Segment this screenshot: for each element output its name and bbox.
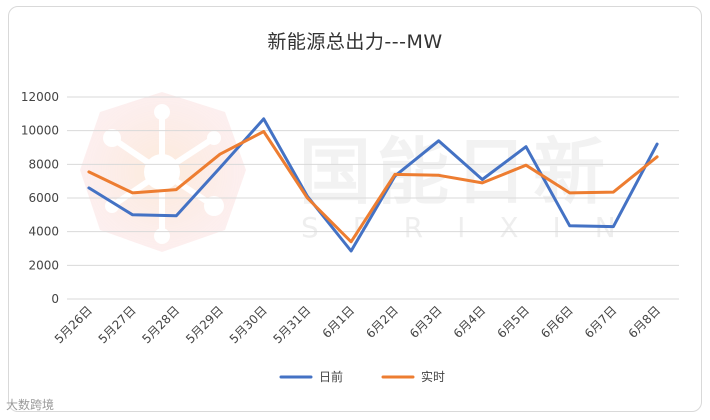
watermark-logo [80,92,246,252]
data-point [87,170,91,174]
data-point [393,173,397,176]
data-point [655,155,659,158]
data-point [87,186,91,190]
x-tick-label: 6月6日 [538,303,576,341]
x-tick-label: 6月1日 [320,303,358,341]
chart-title: 新能源总出力---MW [267,31,443,53]
x-tick-label: 6月4日 [451,303,489,341]
series-line-1 [87,130,659,244]
data-point [655,142,659,146]
x-tick-label: 5月30日 [227,303,270,346]
data-point [437,174,440,177]
x-tick-label: 6月2日 [363,303,401,341]
x-tick-label: 5月28日 [139,303,182,346]
data-point [306,196,309,200]
y-tick-label: 2000 [28,258,59,272]
data-point [437,139,440,142]
data-point [262,117,265,121]
y-tick-label: 10000 [21,124,59,138]
y-tick-label: 8000 [28,157,59,171]
y-tick-label: 4000 [28,225,59,239]
data-point [612,190,615,194]
data-point [524,163,528,167]
data-point [131,191,134,195]
data-point [568,224,571,227]
data-point [218,153,222,156]
data-point [481,178,484,181]
legend-label: 日前 [319,369,343,384]
source-watermark: 大数跨境 [6,398,55,412]
data-point [175,214,178,217]
data-point [262,130,265,133]
x-tick-label: 6月7日 [582,303,620,341]
data-point [218,166,222,169]
x-tick-label: 5月29日 [183,303,226,346]
x-tick-label: 5月26日 [52,303,95,346]
y-tick-label: 0 [51,292,59,306]
data-point [175,188,178,191]
y-tick-label: 6000 [28,191,59,205]
y-tick-label: 12000 [21,90,59,104]
series-line-0 [87,117,659,253]
data-point [131,213,134,217]
data-point [568,191,571,195]
x-tick-label: 5月31日 [270,303,313,346]
data-point [612,225,615,228]
x-tick-label: 5月27日 [96,303,139,346]
x-tick-label: 6月5日 [494,303,532,341]
x-tick-label: 6月8日 [626,303,664,341]
data-point [524,145,528,148]
legend-label: 实时 [421,369,445,384]
data-point [349,240,353,243]
data-point [349,249,353,253]
x-tick-label: 6月3日 [407,303,445,341]
data-point [481,181,484,185]
